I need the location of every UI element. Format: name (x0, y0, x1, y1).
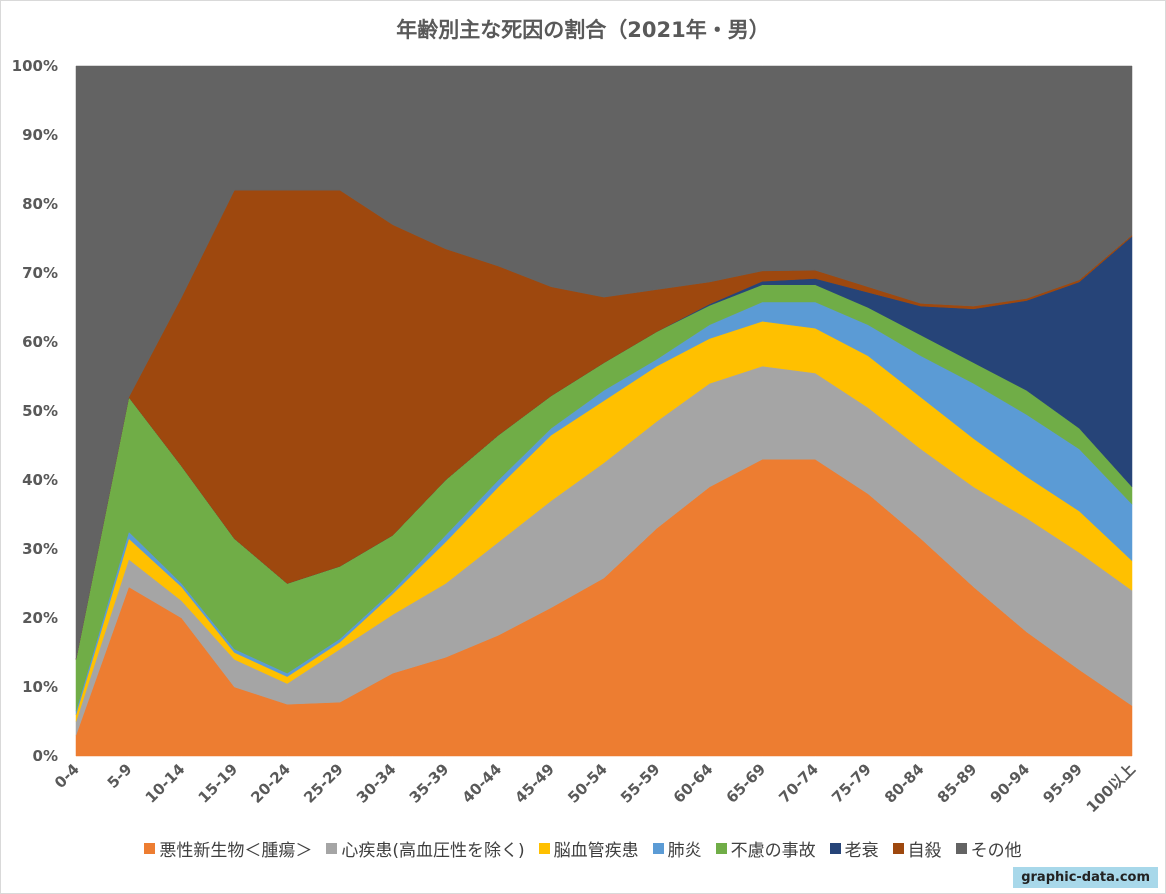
legend-swatch (892, 843, 904, 854)
legend-swatch (955, 843, 967, 854)
y-tick-label: 20% (22, 609, 58, 627)
y-tick-label: 90% (22, 126, 58, 144)
legend-swatch (652, 843, 664, 854)
x-tick-label: 65-69 (723, 760, 770, 807)
legend-label: 脳血管疾患 (553, 841, 639, 861)
x-tick-label: 30-34 (353, 760, 400, 807)
legend-label: その他 (970, 841, 1022, 861)
legend-label: 肺炎 (667, 841, 702, 861)
legend-label: 悪性新生物＜腫瘍＞ (159, 841, 313, 861)
x-tick-label: 40-44 (459, 760, 506, 807)
legend-item: 悪性新生物＜腫瘍＞ (144, 836, 312, 861)
legend-label: 老衰 (844, 841, 879, 861)
y-tick-label: 10% (22, 678, 58, 696)
chart-title: 年齢別主な死因の割合（2021年・男） (396, 18, 770, 42)
area-series-8 (75, 65, 1133, 660)
x-tick-label: 35-39 (406, 760, 453, 807)
y-tick-label: 0% (33, 747, 58, 765)
legend-label: 自殺 (907, 841, 942, 861)
legend-swatch (326, 843, 338, 854)
x-tick-label: 5-9 (104, 760, 136, 792)
y-tick-label: 40% (22, 471, 58, 489)
x-tick-label: 20-24 (247, 760, 294, 807)
legend-item: 不慮の事故 (715, 836, 816, 861)
x-tick-label: 95-99 (1039, 760, 1086, 807)
y-tick-label: 60% (22, 333, 58, 351)
watermark: graphic-data.com (1013, 867, 1158, 888)
legend-label: 不慮の事故 (730, 841, 816, 861)
legend-swatch (144, 843, 156, 854)
legend-item: 脳血管疾患 (538, 836, 639, 861)
x-tick-label: 70-74 (775, 760, 822, 807)
y-tick-label: 100% (12, 57, 58, 75)
legend-swatch (829, 843, 841, 854)
x-tick-label: 75-79 (828, 760, 875, 807)
x-tick-label: 45-49 (511, 760, 558, 807)
legend-item: 自殺 (892, 836, 942, 861)
legend-swatch (715, 843, 727, 854)
x-tick-label: 50-54 (564, 760, 611, 807)
legend: 悪性新生物＜腫瘍＞ 心疾患(高血圧性を除く) 脳血管疾患 肺炎 不慮の事故 老衰 自殺 その他 (0, 836, 1166, 861)
legend-item: 老衰 (829, 836, 879, 861)
x-tick-label: 15-19 (195, 760, 242, 807)
legend-swatch (538, 843, 550, 854)
x-tick-label: 10-14 (142, 760, 189, 807)
x-tick-label: 55-59 (617, 760, 664, 807)
x-tick-label: 100以上 (1083, 760, 1139, 816)
legend-item: 心疾患(高血圧性を除く) (326, 836, 525, 861)
legend-item: 肺炎 (652, 836, 702, 861)
x-tick-label: 85-89 (934, 760, 981, 807)
x-tick-label: 25-29 (300, 760, 347, 807)
y-tick-label: 50% (22, 402, 58, 420)
x-tick-label: 60-64 (670, 760, 717, 807)
x-tick-label: 90-94 (987, 760, 1034, 807)
y-tick-label: 80% (22, 195, 58, 213)
x-tick-label: 80-84 (881, 760, 928, 807)
legend-label: 心疾患(高血圧性を除く) (341, 841, 525, 861)
y-tick-label: 70% (22, 264, 58, 282)
legend-item: その他 (955, 836, 1022, 861)
y-tick-label: 30% (22, 540, 58, 558)
